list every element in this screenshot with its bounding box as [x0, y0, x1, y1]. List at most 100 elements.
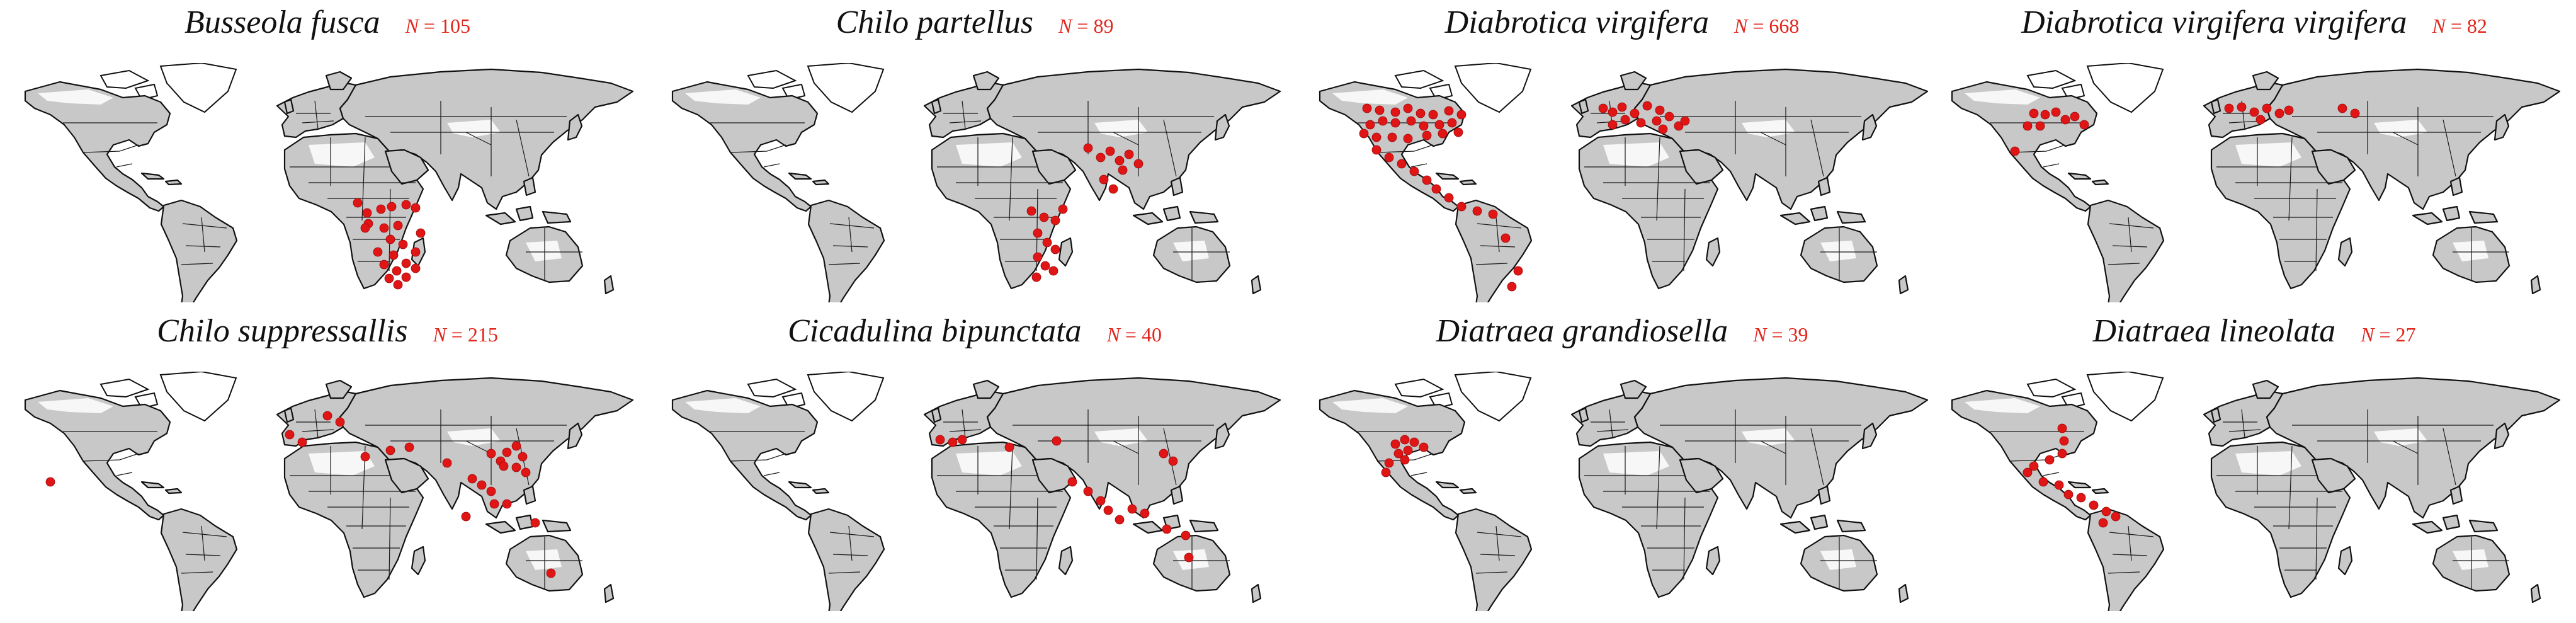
occurrence-point [2057, 423, 2067, 433]
occurrence-point [1033, 252, 1043, 262]
occurrence-points [1381, 435, 1429, 477]
occurrence-point [1124, 149, 1134, 159]
occurrence-point [2224, 103, 2234, 113]
sample-count-value: 105 [440, 14, 470, 37]
sample-count: N = 27 [2361, 323, 2416, 346]
panel-title: Chilo suppressallis N = 215 [13, 312, 642, 369]
occurrence-point [393, 280, 403, 290]
occurrence-point [1371, 145, 1382, 155]
occurrence-point [1422, 175, 1432, 185]
occurrence-point [1384, 152, 1394, 163]
occurrence-point [1033, 228, 1043, 238]
occurrence-point [2079, 120, 2089, 130]
occurrence-point [2237, 102, 2247, 112]
occurrence-point [1390, 118, 1400, 128]
occurrence-point [360, 223, 370, 233]
sample-count: N = 39 [1753, 323, 1808, 346]
occurrence-point [1642, 101, 1652, 111]
map-panel: Cicadulina bipunctata N = 40 [660, 309, 1290, 611]
occurrence-point [1387, 132, 1397, 142]
occurrence-point [1674, 121, 1684, 131]
occurrence-point [1140, 508, 1150, 518]
occurrence-point [416, 228, 426, 238]
occurrence-point [392, 266, 402, 276]
occurrence-point [1428, 110, 1438, 120]
occurrence-point [1434, 120, 1444, 130]
occurrence-point [546, 568, 556, 578]
occurrence-point [1416, 108, 1426, 118]
occurrence-point [353, 198, 363, 208]
occurrence-point [957, 435, 967, 445]
occurrence-point [1362, 103, 1372, 113]
occurrence-point [297, 437, 307, 447]
occurrence-point [2045, 455, 2055, 465]
occurrence-point [511, 462, 521, 472]
world-map [1319, 372, 1929, 611]
occurrence-point [1680, 116, 1690, 126]
sample-count-value: 668 [1769, 14, 1800, 37]
occurrence-point [45, 477, 55, 487]
occurrence-point [1096, 496, 1106, 506]
occurrence-point [362, 208, 372, 218]
occurrence-point [1371, 132, 1382, 142]
occurrence-point [1004, 442, 1014, 452]
occurrence-points [1359, 101, 1690, 292]
occurrence-point [1444, 106, 1454, 116]
occurrence-point [1058, 204, 1068, 214]
sample-count-label: N [1058, 14, 1072, 37]
occurrence-point [385, 445, 395, 455]
sample-count-value: 215 [467, 323, 498, 346]
occurrence-point [1184, 552, 1194, 563]
occurrence-point [1393, 449, 1404, 459]
occurrence-point [1652, 116, 1662, 126]
occurrence-point [1447, 118, 1457, 128]
sample-count-value: 27 [2395, 323, 2416, 346]
occurrence-point [1052, 436, 1062, 446]
occurrence-point [2274, 108, 2284, 118]
sample-count: N = 668 [1733, 14, 1800, 37]
sample-count-label: N [1106, 323, 1120, 346]
occurrence-point [401, 200, 411, 210]
panel-title: Diatraea lineolata N = 27 [1939, 312, 2569, 369]
sample-count-value: 39 [1788, 323, 1808, 346]
occurrence-point [2029, 461, 2039, 471]
occurrence-point [518, 452, 528, 462]
occurrence-point [1472, 206, 1482, 216]
occurrence-point [1406, 116, 1416, 126]
occurrence-point [2060, 115, 2070, 125]
occurrence-point [1501, 233, 1511, 243]
occurrence-point [2111, 512, 2121, 522]
occurrence-point [411, 263, 421, 273]
sample-count-value: 89 [1093, 14, 1114, 37]
occurrence-point [393, 220, 403, 231]
occurrence-point [379, 260, 389, 270]
occurrence-point [1400, 435, 1410, 445]
panel-title: Cicadulina bipunctata N = 40 [660, 312, 1290, 369]
occurrence-point [2035, 121, 2045, 131]
occurrence-point [530, 518, 540, 528]
occurrence-point [1026, 206, 1036, 216]
occurrence-point [948, 437, 958, 447]
occurrence-point [1403, 103, 1413, 113]
occurrence-point [1168, 456, 1178, 466]
occurrence-point [1488, 209, 1498, 219]
species-name: Chilo suppressallis [157, 313, 408, 349]
occurrence-point [1083, 486, 1093, 496]
occurrence-point [1105, 146, 1115, 156]
occurrence-point [499, 461, 509, 471]
map-panel: Diatraea lineolata N = 27 [1939, 309, 2569, 611]
occurrence-point [1664, 111, 1674, 122]
occurrence-point [1636, 118, 1646, 128]
occurrence-point [1127, 504, 1137, 514]
species-name: Busseola fusca [184, 4, 380, 40]
occurrence-point [2059, 436, 2069, 446]
occurrence-point [1378, 116, 1388, 126]
occurrence-point [1162, 524, 1172, 534]
occurrence-point [379, 223, 389, 233]
species-name: Diatraea grandiosella [1436, 313, 1728, 349]
occurrence-point [1431, 184, 1441, 194]
world-map [1951, 372, 2561, 611]
occurrence-point [1048, 266, 1058, 276]
occurrence-point [521, 467, 531, 477]
map-panel: Chilo partellus N = 89 [660, 0, 1290, 302]
